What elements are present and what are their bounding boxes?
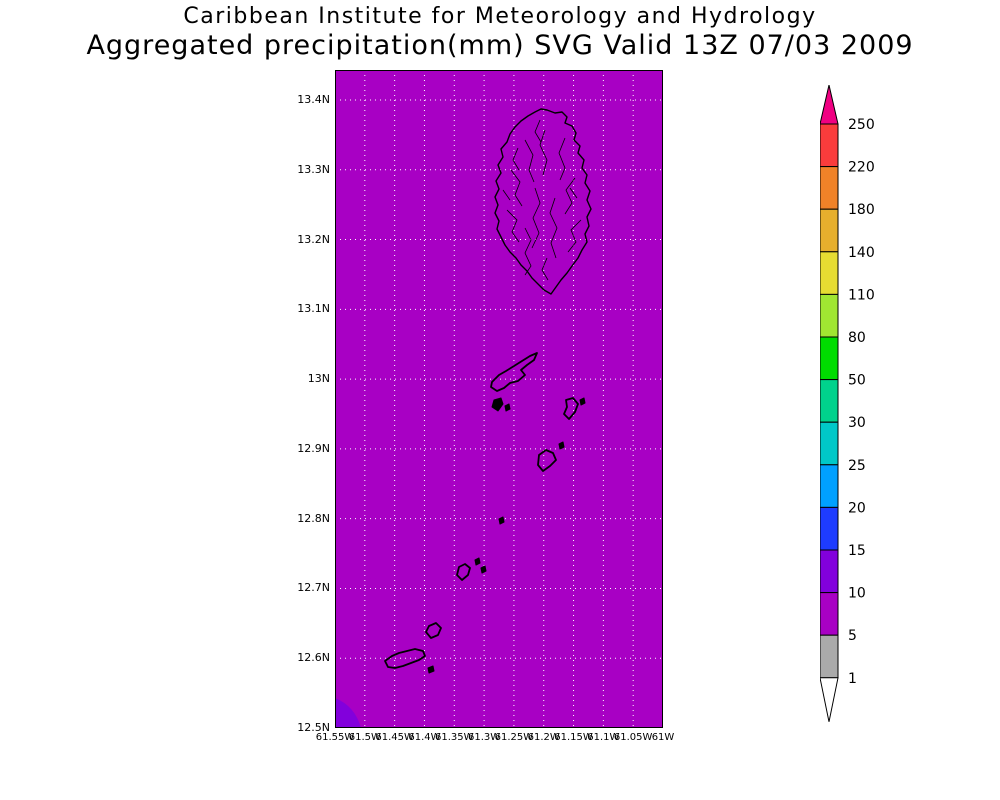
- colorbar-segment: [819, 421, 839, 466]
- lat-tick-label: 12.9N: [297, 441, 330, 455]
- colorbar-tick-label: 20: [848, 500, 866, 516]
- colorbar-tick-label: 140: [848, 245, 875, 261]
- river-line: [506, 209, 520, 243]
- river-line: [564, 177, 576, 215]
- lat-tick-label: 13.4N: [297, 93, 330, 106]
- river-line: [534, 119, 542, 143]
- plot-titles: Caribbean Institute for Meteorology and …: [0, 3, 1000, 61]
- colorbar-tick-label: 25: [848, 458, 866, 474]
- island-st-vincent: [494, 108, 592, 295]
- island-petit-st-vincent: [427, 665, 435, 674]
- lat-tick-label: 13.2N: [297, 232, 330, 246]
- island-palm-island: [425, 622, 442, 639]
- plot-title: Aggregated precipitation(mm) SVG Valid 1…: [86, 30, 914, 61]
- river-line: [510, 169, 523, 207]
- colorbar-segment-bottom: [819, 677, 839, 722]
- river-line: [502, 189, 511, 201]
- lat-tick-label: 12.6N: [297, 651, 330, 665]
- lon-tick-label: 61.3W: [468, 732, 501, 743]
- colorbar-segment: [819, 464, 839, 508]
- island-mayreau: [456, 563, 471, 581]
- colorbar-tick-label: 220: [848, 160, 875, 176]
- colorbar-tick-label: 30: [848, 415, 866, 431]
- lon-tick-label: 61.25W: [494, 732, 534, 743]
- colorbar-segment: [819, 336, 839, 381]
- lat-tick-label: 12.8N: [297, 511, 330, 525]
- colorbar-tick-label: 50: [848, 373, 866, 389]
- colorbar-tick-label: 15: [848, 543, 866, 559]
- colorbar-segment: [819, 166, 839, 210]
- colorbar-segment: [819, 379, 839, 423]
- lat-tick-label: 13N: [307, 372, 330, 386]
- river-line: [558, 137, 566, 181]
- river-line: [512, 147, 520, 171]
- lon-tick-label: 61.1W: [587, 732, 620, 743]
- island-union-island: [384, 648, 426, 669]
- map-graphics: [335, 70, 663, 728]
- colorbar-tick-label: 110: [848, 287, 875, 303]
- colorbar-segment: [819, 634, 839, 679]
- island-mustique-ne-islet: [579, 397, 586, 406]
- colorbar-tick-label: 180: [848, 202, 875, 218]
- river-line: [524, 139, 535, 183]
- colorbar-segment-top: [819, 84, 839, 125]
- river-line: [549, 197, 558, 259]
- lat-tick-label: 13.1N: [297, 302, 330, 316]
- colorbar-legend: 250 220 180 140 110 80 50 30 25 20 15 10 5 1: [819, 84, 890, 729]
- colorbar-graphics: 250 220 180 140 110 80 50 30 25 20 15 10 5 1: [819, 84, 875, 722]
- colorbar-segment: [819, 208, 839, 253]
- lon-tick-label: 61W: [651, 732, 675, 743]
- river-line: [541, 257, 549, 281]
- island-bequia: [490, 352, 538, 392]
- island-mustique: [563, 397, 579, 420]
- lon-tick-label: 61.35W: [435, 732, 474, 743]
- lon-tick-label: 61.5W: [348, 732, 381, 743]
- lon-tick-label: 61.15W: [554, 732, 593, 743]
- island-petit-nevis: [504, 403, 511, 412]
- lon-tick-label: 61.05W: [613, 732, 653, 743]
- lon-tick-label: 61.4W: [408, 732, 441, 743]
- colorbar-segment: [819, 549, 839, 594]
- river-line: [531, 187, 541, 249]
- river-line: [567, 219, 582, 253]
- colorbar-segment: [819, 251, 839, 295]
- island-small-islet-mid: [498, 516, 505, 525]
- island-savan-islet: [558, 441, 565, 450]
- colorbar-tick-label: 80: [848, 330, 866, 346]
- secondary-precip-patch: [335, 698, 361, 728]
- colorbar-segment: [819, 293, 839, 338]
- colorbar-segment: [819, 592, 839, 636]
- colorbar-segment: [819, 123, 839, 168]
- lon-tick-label: 61.45W: [375, 732, 414, 743]
- lon-tick-label: 61.55W: [315, 732, 355, 743]
- map-plot-area: [335, 70, 663, 728]
- island-tobago-cays-1: [474, 557, 481, 566]
- island-tobago-cays-2: [480, 565, 487, 574]
- island-islet-south-of-bequia: [491, 397, 504, 412]
- lat-tick-label: 13.3N: [297, 162, 330, 176]
- colorbar-tick-label: 1: [848, 671, 857, 687]
- colorbar-tick-label: 10: [848, 586, 866, 602]
- river-line: [539, 129, 548, 176]
- plot-border: [335, 70, 663, 728]
- river-line: [569, 187, 578, 199]
- lat-tick-label: 12.7N: [297, 581, 330, 595]
- lon-tick-label: 61.2W: [527, 732, 560, 743]
- colorbar-segment: [819, 506, 839, 551]
- lat-tick-label: 12.5N: [297, 721, 330, 735]
- colorbar-tick-label: 5: [848, 628, 857, 644]
- river-line: [524, 227, 532, 276]
- institution-title: Caribbean Institute for Meteorology and …: [183, 4, 817, 29]
- colorbar-tick-label: 250: [848, 117, 875, 133]
- island-canouan: [537, 449, 557, 472]
